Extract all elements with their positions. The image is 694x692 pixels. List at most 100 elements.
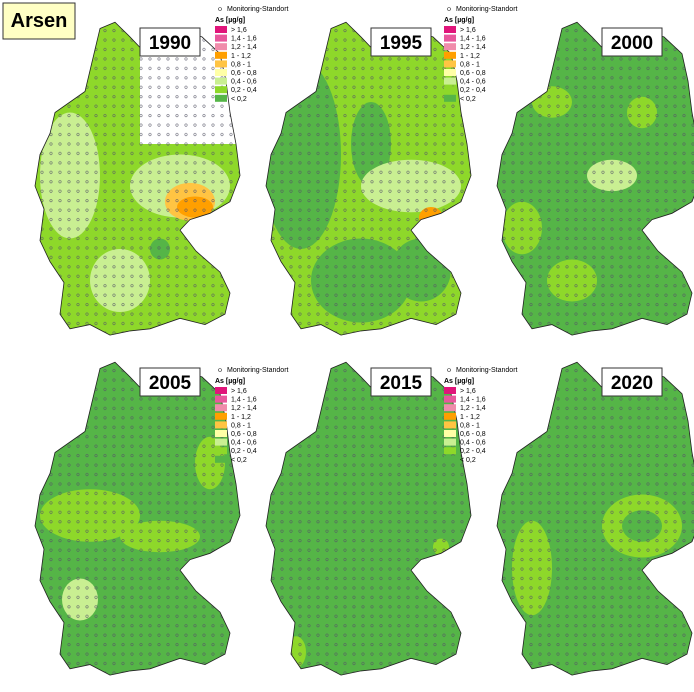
legend-label: 1 - 1,2 xyxy=(231,53,251,60)
legend-label: > 1,6 xyxy=(231,388,247,395)
legend-swatch xyxy=(444,77,456,85)
legend-swatch xyxy=(444,387,456,394)
map-panel xyxy=(496,21,694,336)
legend-swatch xyxy=(444,395,456,403)
legend-label: 1,4 - 1,6 xyxy=(460,397,486,404)
legend-swatch xyxy=(444,34,456,42)
legend-swatch xyxy=(215,34,227,42)
legend-label: 0,4 - 0,6 xyxy=(460,440,486,447)
legend-swatch xyxy=(215,60,227,68)
legend-station-symbol xyxy=(447,368,451,372)
legend-label: 0,2 - 0,4 xyxy=(460,448,486,455)
year-label: 1990 xyxy=(149,33,191,54)
year-label: 2000 xyxy=(611,33,653,54)
legend-swatch xyxy=(215,43,227,51)
legend-label: 0,4 - 0,6 xyxy=(460,79,486,86)
border xyxy=(496,361,694,676)
legend-swatch xyxy=(444,26,456,33)
legend-label: < 0,2 xyxy=(460,96,476,103)
legend-title: As [µg/g] xyxy=(215,378,245,385)
legend-swatch xyxy=(215,69,227,76)
legend-swatch xyxy=(215,86,227,94)
legend-label: 1,4 - 1,6 xyxy=(231,397,257,404)
year-box xyxy=(139,27,201,57)
legend-swatch xyxy=(215,387,227,394)
border xyxy=(496,21,694,336)
legend-swatch xyxy=(215,395,227,403)
year-box xyxy=(370,367,432,397)
legend-swatch xyxy=(215,77,227,85)
year-box xyxy=(601,27,663,57)
legend-swatch xyxy=(444,455,456,463)
year-box xyxy=(601,367,663,397)
legend-swatch xyxy=(444,69,456,76)
legend-label: < 0,2 xyxy=(231,457,247,464)
legend-label: 1,2 - 1,4 xyxy=(460,405,486,412)
legend-label: 0,6 - 0,8 xyxy=(460,431,486,438)
stations xyxy=(497,362,694,676)
legend-label: 0,2 - 0,4 xyxy=(231,87,257,94)
legend-title: As [µg/g] xyxy=(215,17,245,24)
legend-swatch xyxy=(444,51,456,59)
map-zone xyxy=(38,625,62,658)
year-label: 1995 xyxy=(380,33,423,54)
legend-label: 1 - 1,2 xyxy=(460,53,480,60)
legend-label: 0,8 - 1 xyxy=(460,422,480,429)
legend-title: As [µg/g] xyxy=(444,17,474,24)
legend-station: Monitoring-Standort xyxy=(227,367,289,374)
legend-label: 1,2 - 1,4 xyxy=(460,44,486,51)
year-label: 2015 xyxy=(380,373,423,394)
legend-swatch xyxy=(215,438,227,446)
legend-label: 1,4 - 1,6 xyxy=(231,36,257,43)
legend-label: 0,4 - 0,6 xyxy=(231,79,257,86)
legend-station-symbol xyxy=(218,7,222,11)
legend-swatch xyxy=(215,455,227,463)
year-box xyxy=(370,27,432,57)
legend-swatch xyxy=(444,86,456,94)
legend-label: 0,6 - 0,8 xyxy=(460,70,486,77)
map-fill xyxy=(497,362,694,676)
legend-label: 0,2 - 0,4 xyxy=(460,87,486,94)
legend-label: 0,4 - 0,6 xyxy=(231,440,257,447)
legend-label: 1,4 - 1,6 xyxy=(460,36,486,43)
legend-label: > 1,6 xyxy=(460,388,476,395)
legend-label: 0,6 - 0,8 xyxy=(231,431,257,438)
legend-label: 0,6 - 0,8 xyxy=(231,70,257,77)
legend-label: 0,2 - 0,4 xyxy=(231,448,257,455)
legend-label: 0,8 - 1 xyxy=(231,61,251,68)
legend-swatch xyxy=(215,430,227,437)
legend-swatch xyxy=(215,447,227,455)
legend-swatch xyxy=(444,447,456,455)
legend-swatch xyxy=(215,51,227,59)
legend-swatch xyxy=(444,404,456,412)
legend-swatch xyxy=(444,43,456,51)
legend-station-symbol xyxy=(218,368,222,372)
legend-label: 1,2 - 1,4 xyxy=(231,44,257,51)
legend-swatch xyxy=(215,404,227,412)
legend-swatch xyxy=(444,421,456,429)
map-fill xyxy=(497,22,694,336)
title-box xyxy=(2,2,76,40)
year-label: 2020 xyxy=(611,373,653,394)
legend-swatch xyxy=(215,26,227,33)
map-panel xyxy=(496,361,694,676)
legend-station-symbol xyxy=(447,7,451,11)
legend-label: 1 - 1,2 xyxy=(231,414,251,421)
legend-station: Monitoring-Standort xyxy=(456,6,518,13)
legend-label: 1 - 1,2 xyxy=(460,414,480,421)
legend-swatch xyxy=(444,438,456,446)
legend-swatch xyxy=(444,430,456,437)
legend-label: 1,2 - 1,4 xyxy=(231,405,257,412)
legend-label: 0,8 - 1 xyxy=(460,61,480,68)
year-label: 2005 xyxy=(149,373,192,394)
legend-station: Monitoring-Standort xyxy=(227,6,289,13)
border xyxy=(34,361,241,676)
legend-label: > 1,6 xyxy=(460,27,476,34)
title: Arsen xyxy=(11,10,68,32)
legend-label: < 0,2 xyxy=(460,457,476,464)
legend-station: Monitoring-Standort xyxy=(456,367,518,374)
legend-swatch xyxy=(444,60,456,68)
stations xyxy=(497,22,694,336)
legend-swatch xyxy=(215,421,227,429)
